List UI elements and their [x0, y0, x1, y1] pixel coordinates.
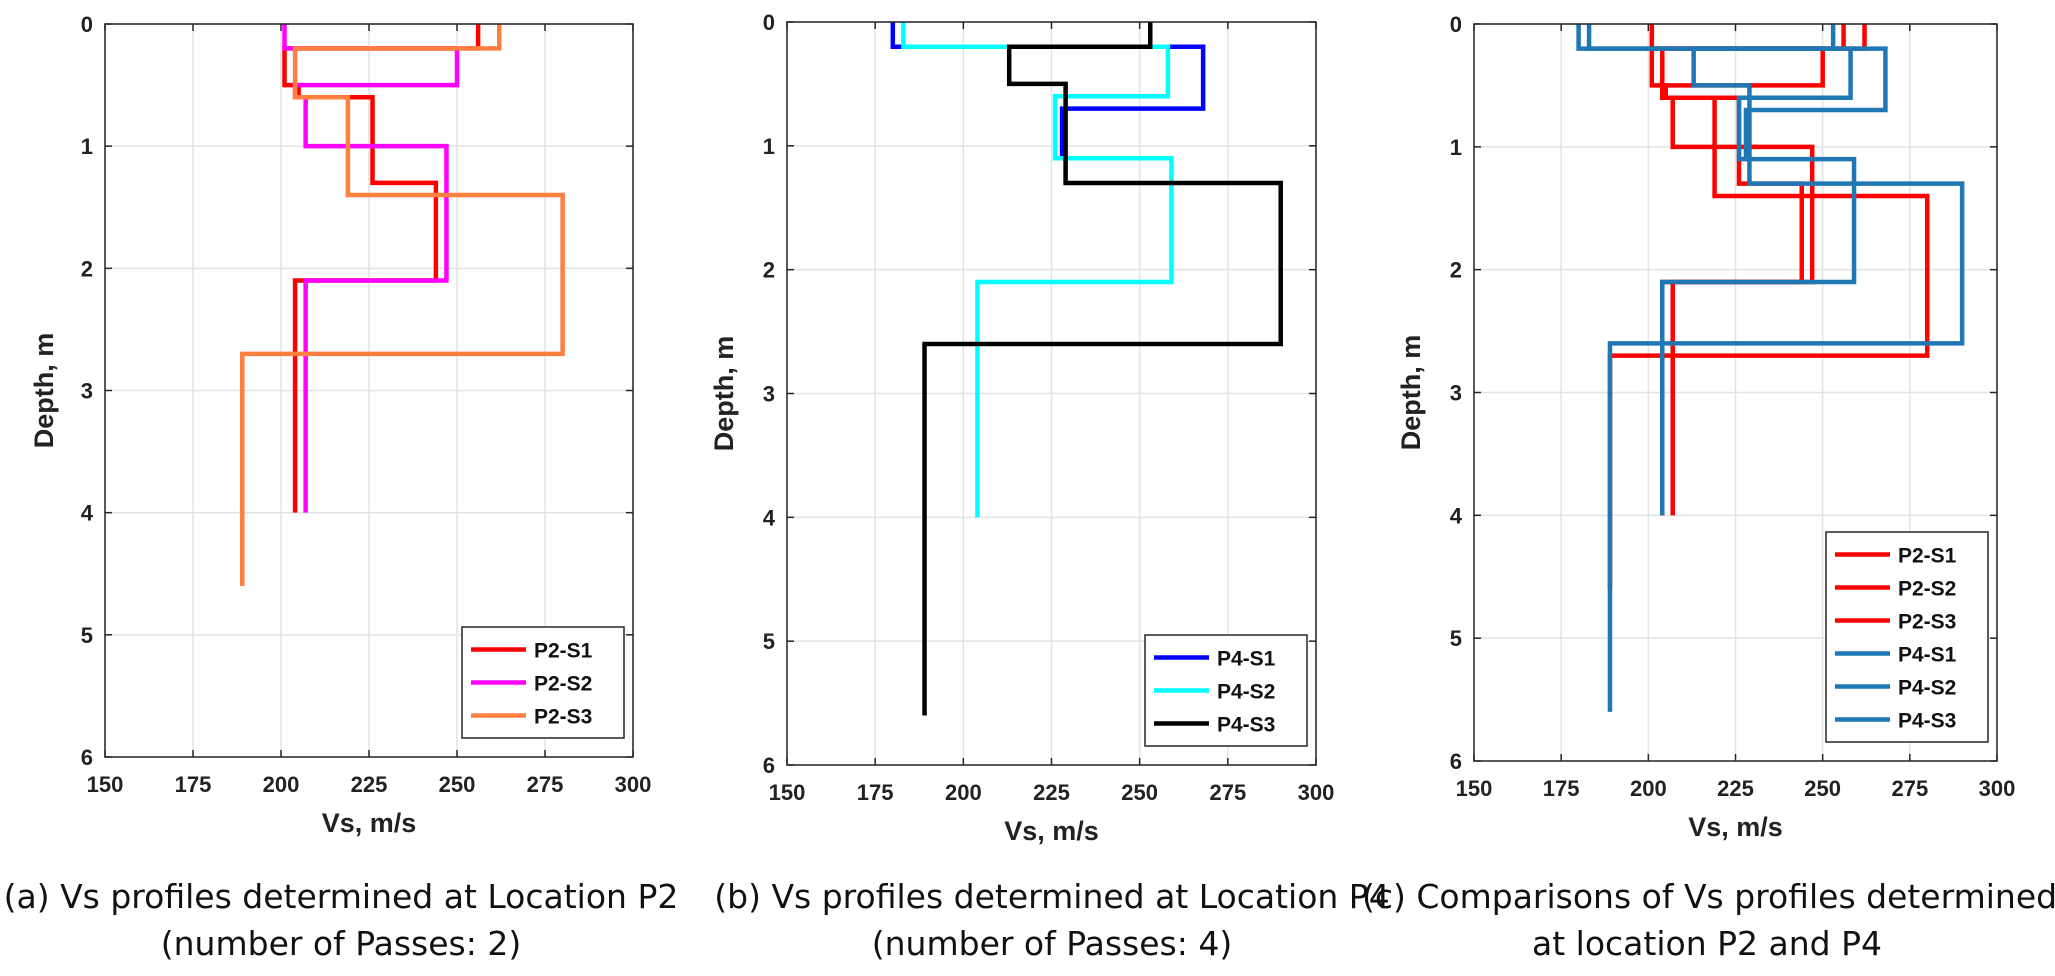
- x-tick-label: 300: [1979, 776, 2016, 801]
- x-tick-label: 250: [439, 772, 476, 797]
- x-axis-title: Vs, m/s: [322, 808, 417, 838]
- y-tick-label: 6: [81, 745, 93, 770]
- x-tick-label: 150: [769, 780, 806, 805]
- caption-c: (c) Comparisons of Vs profiles determine…: [1362, 873, 2055, 967]
- legend-label: P4-S3: [1217, 714, 1275, 737]
- x-tick-label: 300: [615, 772, 652, 797]
- legend-label: P2-S3: [1898, 611, 1956, 634]
- x-tick-label: 250: [1804, 776, 1841, 801]
- x-tick-label: 200: [945, 780, 982, 805]
- x-tick-label: 175: [857, 780, 894, 805]
- legend-label: P2-S1: [1898, 545, 1957, 568]
- caption-a-line1: (a) Vs profiles determined at Location P…: [3, 877, 679, 916]
- y-tick-label: 1: [1450, 135, 1462, 160]
- y-axis-title: Depth, m: [709, 336, 739, 452]
- legend-label: P4-S2: [1217, 681, 1275, 704]
- y-tick-label: 0: [763, 10, 775, 35]
- y-tick-label: 4: [1450, 503, 1463, 528]
- legend: P2-S1 P2-S2 P2-S3 P4-S1 P4-S2 P4-S3: [1825, 531, 1989, 743]
- legend: P2-S1 P2-S2 P2-S3: [461, 626, 625, 739]
- y-tick-label: 2: [1450, 258, 1462, 283]
- caption-b-line2: (number of Passes: 4): [871, 924, 1233, 963]
- legend-label: P4-S1: [1898, 644, 1957, 667]
- y-tick-label: 2: [763, 258, 775, 283]
- y-tick-label: 1: [763, 134, 775, 159]
- caption-b-line1: (b) Vs profiles determined at Location P…: [714, 877, 1390, 916]
- series-line-p4-s1: [1576, 24, 1888, 160]
- legend-label: P2-S3: [534, 706, 592, 729]
- x-tick-label: 300: [1298, 780, 1335, 805]
- y-tick-label: 3: [81, 379, 93, 404]
- panel-c-chart: 150 175 200 225 250 275 300 0 1 2 3 4 5 6 Vs, m/s Depth…: [1396, 12, 2015, 842]
- legend: P4-S1 P4-S2 P4-S3: [1144, 634, 1308, 747]
- y-tick-label: 1: [81, 134, 93, 159]
- x-tick-label: 275: [527, 772, 564, 797]
- legend-label: P4-S1: [1217, 648, 1276, 671]
- x-tick-label: 175: [175, 772, 212, 797]
- x-tick-label: 225: [1717, 776, 1754, 801]
- y-tick-label: 3: [1450, 381, 1462, 406]
- y-tick-label: 5: [1450, 626, 1462, 651]
- y-tick-label: 5: [81, 623, 93, 648]
- legend-label: P2-S1: [534, 640, 593, 663]
- x-tick-label: 200: [1630, 776, 1667, 801]
- x-tick-label: 225: [351, 772, 388, 797]
- caption-a-line2: (number of Passes: 2): [160, 924, 522, 963]
- y-tick-label: 3: [763, 382, 775, 407]
- caption-c-line1: (c) Comparisons of Vs profiles determine…: [1362, 877, 2055, 916]
- x-tick-label: 200: [263, 772, 300, 797]
- x-tick-label: 275: [1891, 776, 1928, 801]
- panel-b-chart: 150 175 200 225 250 275 300 0 1 2 3 4 5 6 Vs, m/s Depth…: [709, 10, 1334, 846]
- series-line-p4-s3: [922, 22, 1283, 716]
- caption-b: (b) Vs profiles determined at Location P…: [707, 873, 1397, 967]
- x-tick-label: 225: [1033, 780, 1070, 805]
- series-line-p2-s3: [240, 24, 565, 586]
- x-tick-label: 150: [87, 772, 124, 797]
- y-tick-label: 0: [1450, 12, 1462, 37]
- legend-label: P4-S3: [1898, 710, 1956, 733]
- panel-a-chart: 150 175 200 225 250 275 300 0 1 2 3 4 5 6 Vs, m/s Depth…: [29, 12, 651, 838]
- legend-label: P2-S2: [534, 673, 592, 696]
- x-tick-label: 175: [1543, 776, 1580, 801]
- y-tick-label: 0: [81, 12, 93, 37]
- x-tick-label: 250: [1121, 780, 1158, 805]
- y-tick-label: 5: [763, 629, 775, 654]
- caption-a: (a) Vs profiles determined at Location P…: [0, 873, 686, 967]
- y-tick-label: 4: [81, 501, 94, 526]
- y-tick-label: 2: [81, 256, 93, 281]
- y-tick-label: 4: [763, 505, 776, 530]
- series-line-p4-s1: [890, 22, 1206, 159]
- y-axis-title: Depth, m: [1396, 335, 1426, 451]
- y-tick-label: 6: [1450, 749, 1462, 774]
- legend-box: [1825, 531, 1989, 743]
- x-axis-title: Vs, m/s: [1688, 812, 1783, 842]
- x-tick-label: 150: [1456, 776, 1493, 801]
- x-axis-title: Vs, m/s: [1004, 816, 1099, 846]
- legend-label: P2-S2: [1898, 578, 1956, 601]
- x-tick-label: 275: [1209, 780, 1246, 805]
- y-axis-title: Depth, m: [29, 333, 59, 449]
- legend-label: P4-S2: [1898, 677, 1956, 700]
- y-tick-label: 6: [763, 753, 775, 778]
- series-line-p4-s3: [1607, 24, 1965, 712]
- caption-c-line2: at location P2 and P4: [1532, 924, 1882, 963]
